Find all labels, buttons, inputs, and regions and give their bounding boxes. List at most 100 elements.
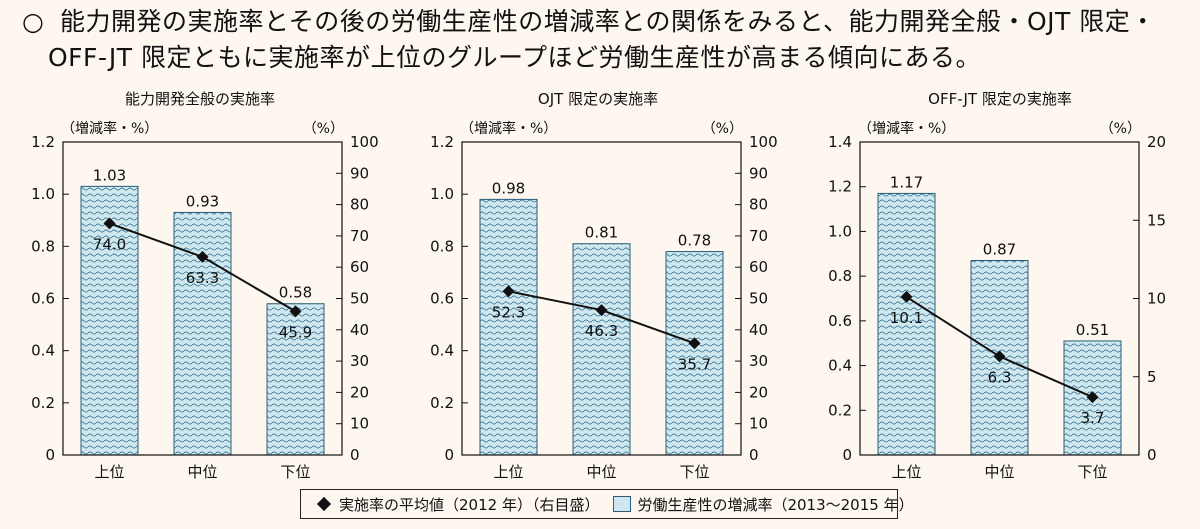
right-axis-tick-label: 10 bbox=[1147, 290, 1166, 308]
left-axis-tick-label: 0.6 bbox=[828, 312, 852, 330]
left-axis-tick-label: 0.2 bbox=[31, 394, 55, 412]
category-label: 下位 bbox=[280, 463, 310, 481]
left-axis-tick-label: 1.2 bbox=[828, 178, 852, 196]
headline-line-1: ○ 能力開発の実施率とその後の労働生産性の増減率との関係をみると、能力開発全般・O… bbox=[22, 4, 1156, 40]
right-axis-tick-label: 90 bbox=[749, 164, 768, 182]
right-axis-tick-label: 50 bbox=[350, 290, 369, 308]
category-label: 中位 bbox=[187, 463, 217, 481]
bar bbox=[479, 198, 538, 456]
line-value-label: 35.7 bbox=[678, 355, 711, 373]
headline-line-2: OFF-JT 限定ともに実施率が上位のグループほど労働生産性が高まる傾向にある。 bbox=[48, 43, 981, 72]
right-axis-tick-label: 10 bbox=[749, 415, 768, 433]
line-value-label: 74.0 bbox=[93, 235, 126, 253]
right-axis-unit: （%） bbox=[1100, 121, 1141, 137]
bar bbox=[877, 192, 936, 456]
left-axis-tick-label: 0.4 bbox=[828, 357, 852, 375]
left-axis-tick-label: 0 bbox=[45, 446, 55, 464]
legend-line-item: 実施率の平均値（2012 年）（右目盛） bbox=[315, 494, 599, 515]
bar-value-label: 0.51 bbox=[1076, 321, 1109, 339]
left-axis-tick-label: 1.2 bbox=[31, 133, 55, 151]
right-axis-tick-label: 80 bbox=[350, 196, 369, 214]
right-axis-tick-label: 80 bbox=[749, 196, 768, 214]
line-point bbox=[103, 217, 116, 230]
diamond-icon bbox=[316, 496, 332, 512]
legend-bar-label: 労働生産性の増減率（2013〜2015 年） bbox=[637, 495, 914, 514]
right-axis-tick-label: 50 bbox=[749, 290, 768, 308]
category-label: 下位 bbox=[679, 463, 709, 481]
bar-value-label: 0.87 bbox=[983, 240, 1016, 258]
right-axis-tick-label: 0 bbox=[749, 446, 759, 464]
right-axis-tick-label: 5 bbox=[1147, 368, 1157, 386]
right-axis-tick-label: 30 bbox=[350, 352, 369, 370]
right-axis-tick-label: 70 bbox=[350, 227, 369, 245]
left-axis-tick-label: 0.2 bbox=[430, 394, 454, 412]
line-point bbox=[502, 285, 515, 298]
left-axis-tick-label: 0.4 bbox=[430, 342, 454, 360]
bar-value-label: 0.78 bbox=[678, 232, 711, 250]
left-axis-tick-label: 1.0 bbox=[828, 222, 852, 240]
left-axis-unit: （増減率・%） bbox=[858, 120, 955, 137]
line-point bbox=[993, 350, 1006, 363]
line-value-label: 46.3 bbox=[585, 322, 618, 340]
bar bbox=[572, 243, 631, 456]
bar-value-label: 0.93 bbox=[186, 192, 219, 210]
line-value-label: 10.1 bbox=[890, 309, 923, 327]
right-axis-tick-label: 0 bbox=[1147, 446, 1157, 464]
line-value-label: 52.3 bbox=[492, 303, 525, 321]
line-point bbox=[1086, 391, 1099, 404]
left-axis-tick-label: 0.6 bbox=[430, 290, 454, 308]
right-axis-unit: （%） bbox=[303, 121, 344, 137]
bar-value-label: 1.03 bbox=[93, 166, 126, 184]
right-axis-tick-label: 20 bbox=[350, 383, 369, 401]
left-axis-tick-label: 0.6 bbox=[31, 290, 55, 308]
line-point bbox=[688, 337, 701, 350]
left-axis-tick-label: 1.0 bbox=[430, 185, 454, 203]
right-axis-tick-label: 60 bbox=[749, 258, 768, 276]
line-point bbox=[289, 305, 302, 318]
bar bbox=[266, 303, 325, 456]
left-axis-tick-label: 0.8 bbox=[31, 237, 55, 255]
left-axis-tick-label: 1.0 bbox=[31, 185, 55, 203]
right-axis-tick-label: 40 bbox=[350, 321, 369, 339]
category-label: 上位 bbox=[891, 463, 921, 481]
legend-line-label: 実施率の平均値（2012 年）（右目盛） bbox=[339, 495, 600, 514]
bar-value-label: 0.81 bbox=[585, 224, 618, 242]
right-axis-tick-label: 100 bbox=[350, 133, 379, 151]
right-axis-tick-label: 30 bbox=[749, 352, 768, 370]
right-axis-tick-label: 0 bbox=[350, 446, 360, 464]
left-axis-unit: （増減率・%） bbox=[61, 120, 158, 137]
line-value-label: 63.3 bbox=[186, 269, 219, 287]
category-label: 上位 bbox=[493, 463, 523, 481]
left-axis-tick-label: 0.8 bbox=[430, 237, 454, 255]
category-label: 中位 bbox=[586, 463, 616, 481]
bar-value-label: 0.98 bbox=[492, 179, 525, 197]
line-point bbox=[595, 304, 608, 317]
line-value-label: 3.7 bbox=[1081, 409, 1105, 427]
legend: 実施率の平均値（2012 年）（右目盛） 労働生産性の増減率（2013〜2015… bbox=[300, 489, 914, 519]
wave-pattern-icon bbox=[613, 496, 632, 512]
left-axis-tick-label: 0 bbox=[444, 446, 454, 464]
left-axis-tick-label: 0 bbox=[842, 446, 852, 464]
left-axis-tick-label: 0.8 bbox=[828, 267, 852, 285]
line-value-label: 6.3 bbox=[988, 368, 1012, 386]
headline-text-1: 能力開発の実施率とその後の労働生産性の増減率との関係をみると、能力開発全般・OJ… bbox=[60, 7, 1156, 36]
chart-title: 能力開発全般の実施率 bbox=[125, 90, 275, 108]
right-axis-tick-label: 40 bbox=[749, 321, 768, 339]
line-point bbox=[196, 250, 209, 263]
right-axis-tick-label: 60 bbox=[350, 258, 369, 276]
legend-bar-item: 労働生産性の増減率（2013〜2015 年） bbox=[613, 494, 914, 515]
bar-value-label: 1.17 bbox=[890, 173, 923, 191]
left-axis-unit: （増減率・%） bbox=[460, 120, 557, 137]
bullet-icon: ○ bbox=[22, 7, 45, 36]
bar-value-label: 0.58 bbox=[279, 284, 312, 302]
category-label: 上位 bbox=[94, 463, 124, 481]
line-value-label: 45.9 bbox=[279, 323, 312, 341]
category-label: 中位 bbox=[984, 463, 1014, 481]
left-axis-tick-label: 1.4 bbox=[828, 133, 852, 151]
right-axis-tick-label: 20 bbox=[1147, 133, 1166, 151]
right-axis-tick-label: 15 bbox=[1147, 211, 1166, 229]
category-label: 下位 bbox=[1077, 463, 1107, 481]
left-axis-tick-label: 0.4 bbox=[31, 342, 55, 360]
left-axis-tick-label: 0.2 bbox=[828, 401, 852, 419]
right-axis-tick-label: 20 bbox=[749, 383, 768, 401]
